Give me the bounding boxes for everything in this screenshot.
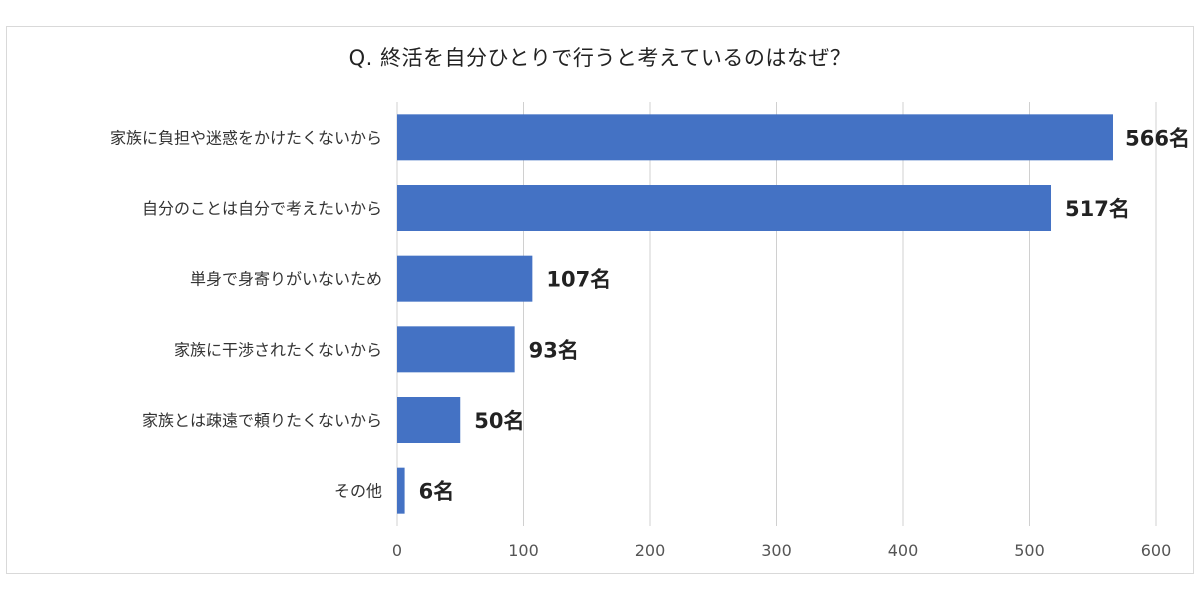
category-label: 家族とは疎遠で頼りたくないから [142,411,382,430]
x-tick-label: 100 [508,541,539,560]
value-label: 517名 [1065,197,1130,221]
bar [397,255,533,302]
category-label: 家族に負担や迷惑をかけたくないから [110,128,382,147]
category-label: 家族に干渉されたくないから [174,340,382,359]
x-tick-label: 300 [761,541,792,560]
x-tick-label: 500 [1014,541,1045,560]
chart-title: Q. 終活を自分ひとりで行うと考えているのはなぜ？ [348,46,852,70]
category-label: その他 [334,482,382,501]
x-tick-label: 0 [392,541,402,560]
x-tick-labels: 0 100 200 300 400 500 600 [392,541,1171,560]
value-label: 566名 [1125,126,1190,150]
category-labels: 家族に負担や迷惑をかけたくないから自分のことは自分で考えたいから単身で身寄りがい… [110,128,382,500]
x-tick-label: 600 [1141,541,1172,560]
value-label: 107名 [546,268,611,292]
bar [397,114,1113,161]
category-label: 自分のことは自分で考えたいから [142,199,382,218]
gridlines [396,102,1157,526]
bar [397,326,515,373]
value-label: 6名 [419,480,455,504]
x-tick-label: 200 [635,541,666,560]
value-labels: 566名 517名 107名 93名 50名 6名 [419,126,1190,503]
value-label: 93名 [529,338,579,362]
category-label: 単身で身寄りがいないため [190,270,382,289]
bar [397,397,461,443]
bar [397,185,1052,231]
value-label: 50名 [474,409,524,433]
bar [397,467,405,514]
x-tick-label: 400 [888,541,919,560]
bars [397,114,1113,514]
